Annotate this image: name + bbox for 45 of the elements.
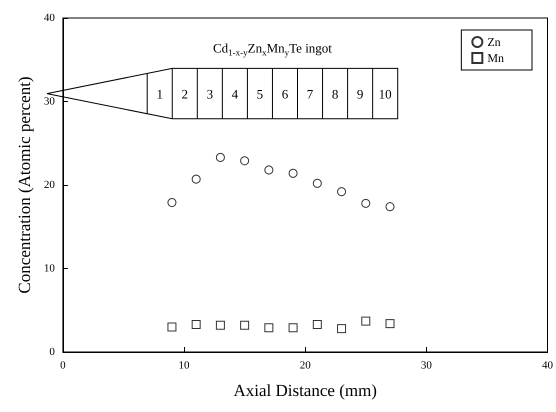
- legend-label: Zn: [487, 35, 501, 49]
- x-axis-title: Axial Distance (mm): [233, 381, 377, 400]
- annotation: 10: [378, 86, 392, 102]
- annotation: Cd$_{1-x-y}$Zn$_{x}$Mn$_{y}$Te ingot: [212, 40, 332, 58]
- point: [192, 174, 201, 184]
- x-tick-label: 10: [178, 360, 190, 372]
- point: [337, 324, 346, 334]
- point: [264, 323, 274, 332]
- point: [240, 320, 250, 330]
- point: [167, 198, 176, 208]
- annotation: 8: [332, 86, 338, 102]
- y-tick-label: 20: [44, 179, 56, 191]
- point: [192, 320, 201, 329]
- point: [361, 316, 370, 326]
- annotation: 1: [156, 86, 163, 102]
- x-tick-label: 40: [542, 360, 554, 372]
- point: [361, 198, 370, 208]
- y-axis-title: Concentration (Atomic percent): [15, 76, 34, 294]
- annotation: 7: [306, 86, 314, 102]
- annotation: 6: [282, 86, 289, 102]
- point: [216, 320, 225, 330]
- legend-label: Mn: [487, 51, 504, 65]
- point: [312, 320, 322, 329]
- annotation: 5: [256, 86, 264, 102]
- annotation: 4: [232, 86, 239, 102]
- x-tick-label: 30: [420, 360, 432, 372]
- point: [240, 156, 250, 166]
- point: [167, 322, 176, 332]
- point: [386, 319, 395, 328]
- x-tick-label: 20: [300, 360, 312, 372]
- y-tick-label: 0: [49, 346, 56, 358]
- point: [288, 323, 298, 332]
- annotation: 2: [182, 86, 188, 102]
- y-tick-label: 30: [44, 96, 56, 108]
- y-tick-label: 40: [44, 12, 56, 24]
- point: [312, 178, 322, 188]
- y-tick-label: 10: [44, 262, 56, 274]
- annotation: 3: [206, 86, 214, 102]
- point: [264, 165, 274, 174]
- point: [337, 187, 346, 196]
- point: [216, 152, 225, 162]
- annotation: 9: [356, 86, 364, 102]
- point: [386, 202, 395, 212]
- x-tick-label: 0: [60, 360, 66, 372]
- point: [288, 168, 298, 178]
